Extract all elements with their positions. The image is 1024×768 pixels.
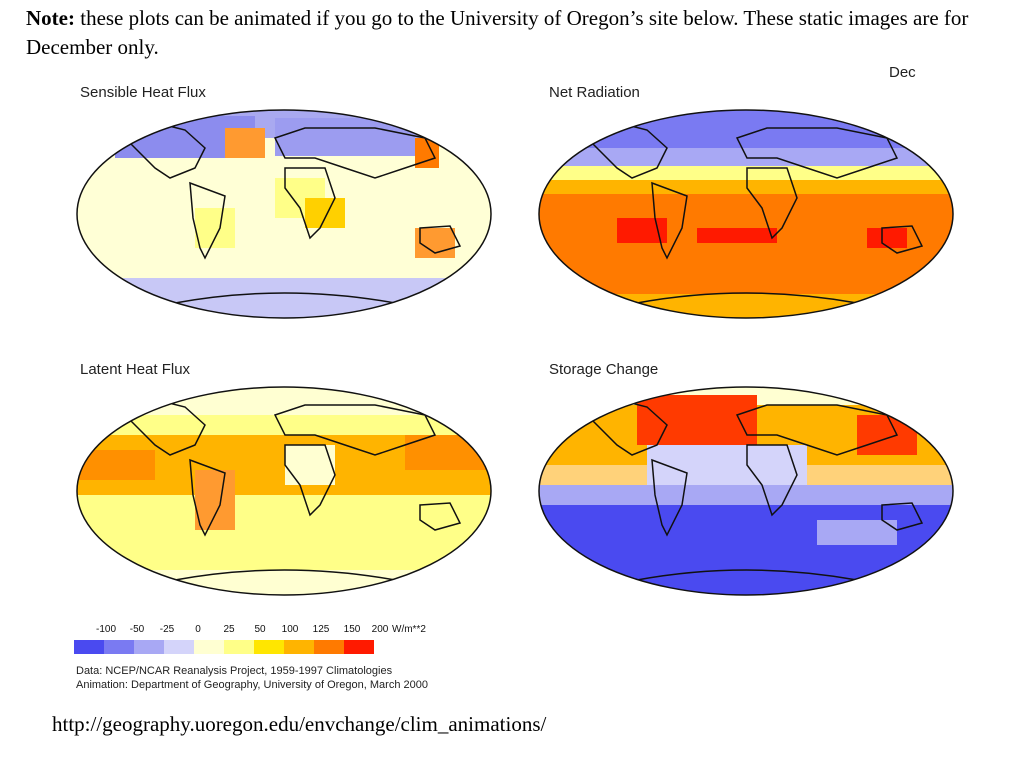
note-text: these plots can be animated if you go to… [26,6,969,59]
legend-swatch [344,640,374,654]
legend-unit: W/m**2 [392,624,426,635]
map-title-sensible-heat: Sensible Heat Flux [80,84,206,101]
map-title-net-radiation: Net Radiation [549,84,640,101]
legend-tick: 150 [343,624,361,635]
legend-tick: -50 [129,624,145,635]
legend-tick: 100 [281,624,299,635]
data-credit: Data: NCEP/NCAR Reanalysis Project, 1959… [76,665,393,677]
legend-swatch [314,640,344,654]
note-label: Note: [26,6,75,30]
storage-change-map [538,386,954,596]
map-title-latent-heat: Latent Heat Flux [80,361,191,378]
source-link[interactable]: http://geography.uoregon.edu/envchange/c… [52,712,547,736]
legend-swatch [164,640,194,654]
legend-tick: 50 [254,624,266,635]
sensible-heat-flux-map [76,109,492,319]
legend-swatch [254,640,284,654]
legend-swatch [74,640,104,654]
legend-tick: -25 [159,624,175,635]
legend-swatch [134,640,164,654]
legend-swatch [104,640,134,654]
map-title-storage-change: Storage Change [549,361,659,378]
latent-heat-flux-map [76,386,492,596]
legend-color-bar [74,640,374,654]
legend-swatch [284,640,314,654]
note-paragraph: Note: these plots can be animated if you… [26,4,1006,62]
legend-tick: 0 [195,624,201,635]
animation-credit: Animation: Department of Geography, Univ… [76,679,428,691]
legend-tick: 125 [312,624,330,635]
net-radiation-map [538,109,954,319]
legend-swatch [224,640,254,654]
legend-tick: -100 [95,624,117,635]
legend-tick: 25 [223,624,235,635]
legend-swatch [194,640,224,654]
legend-tick: 200 [371,624,389,635]
month-label: Dec [889,64,916,81]
